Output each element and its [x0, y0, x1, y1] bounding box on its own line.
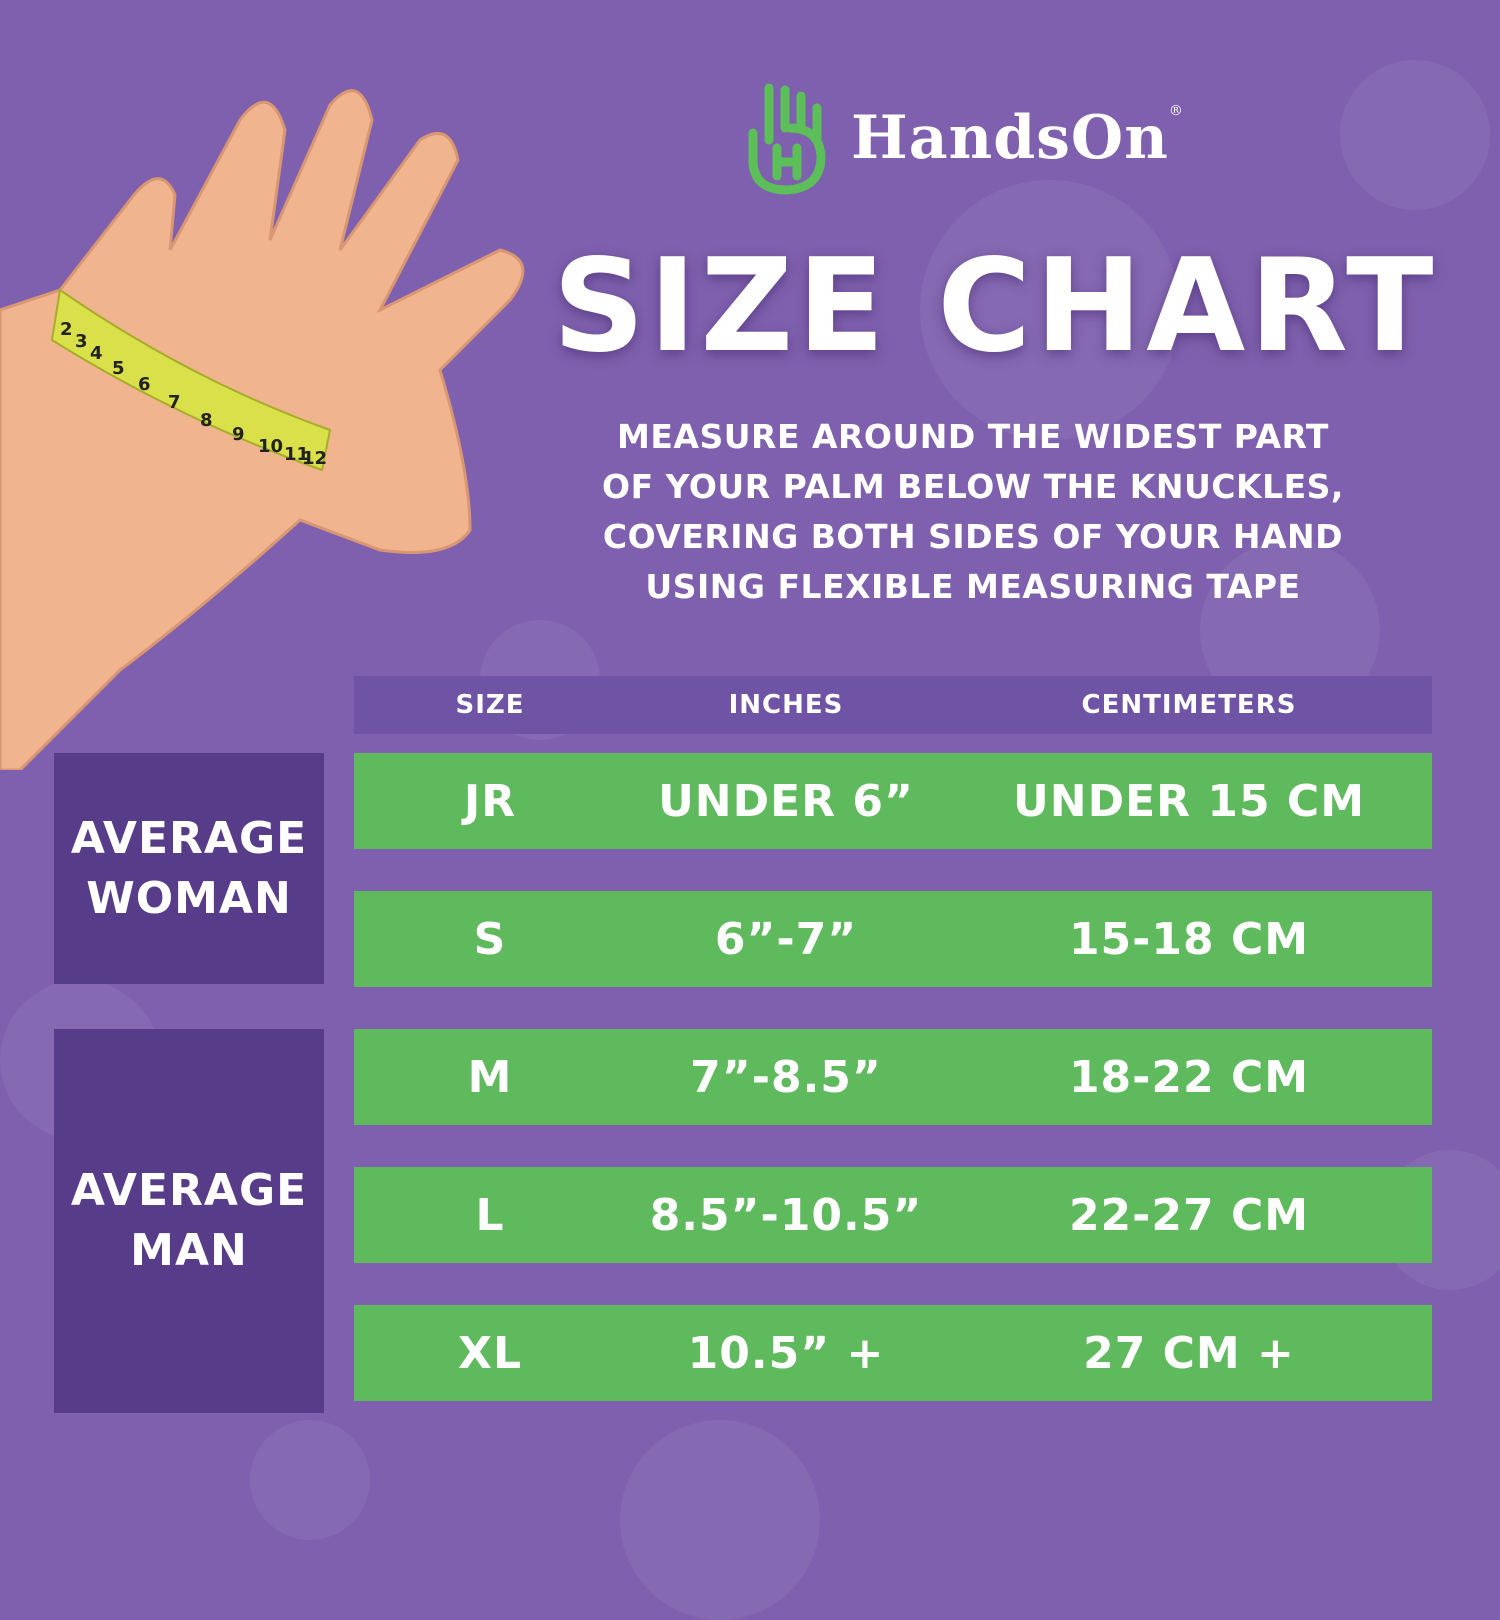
tape-number: 6 [138, 374, 151, 395]
tape-number: 11 [284, 444, 309, 465]
cm-cell: 27 CM + [1083, 1327, 1295, 1379]
tape-number: 8 [200, 410, 213, 431]
instruction-line: COVERING BOTH SIDES OF YOUR HAND [602, 517, 1344, 556]
tape-number: 5 [112, 358, 125, 379]
table-row: L 8.5”-10.5” 22-27 CM [354, 1167, 1432, 1263]
table-row: JR UNDER 6” UNDER 15 CM [354, 753, 1432, 849]
table-row: XL 10.5” + 27 CM + [354, 1305, 1432, 1401]
instruction-line: MEASURE AROUND THE WIDEST PART [617, 417, 1329, 456]
tape-number: 4 [90, 343, 103, 364]
size-cell: M [467, 1051, 513, 1103]
instruction-line: USING FLEXIBLE MEASURING TAPE [645, 567, 1301, 606]
tape-number: 12 [302, 448, 327, 469]
tape-number: 2 [60, 319, 73, 340]
brand-logo: HandsOn® [745, 75, 1184, 200]
cm-cell: 15-18 CM [1068, 913, 1310, 965]
measuring-instructions: MEASURE AROUND THE WIDEST PART OF YOUR P… [560, 412, 1386, 612]
tape-number: 9 [232, 424, 245, 445]
size-cell: XL [458, 1327, 522, 1379]
tape-number: 10 [258, 436, 283, 457]
inches-cell: 6”-7” [714, 913, 858, 965]
table-row: M 7”-8.5” 18-22 CM [354, 1029, 1432, 1125]
tape-number: 3 [75, 331, 88, 352]
table-row: S 6”-7” 15-18 CM [354, 891, 1432, 987]
inches-cell: 8.5”-10.5” [649, 1189, 923, 1241]
inches-cell: 10.5” + [687, 1327, 885, 1379]
cm-cell: UNDER 15 CM [1013, 775, 1365, 827]
inches-cell: 7”-8.5” [690, 1051, 882, 1103]
header-inches: INCHES [728, 690, 844, 720]
hand-with-measuring-tape-image: 2 3 4 5 6 7 8 9 10 11 12 [0, 89, 525, 770]
header-size: SIZE [455, 690, 525, 720]
header-centimeters: CENTIMETERS [1081, 690, 1297, 720]
tape-number: 7 [168, 392, 181, 413]
inches-cell: UNDER 6” [658, 775, 914, 827]
size-cell: JR [463, 775, 517, 827]
page-title: SIZE CHART [552, 232, 1438, 381]
instruction-line: OF YOUR PALM BELOW THE KNUCKLES, [602, 467, 1344, 506]
cm-cell: 18-22 CM [1068, 1051, 1310, 1103]
hand-logo-icon [748, 83, 826, 195]
group-average-woman: AVERAGE WOMAN [54, 753, 324, 984]
size-cell: S [473, 913, 507, 965]
cm-cell: 22-27 CM [1068, 1189, 1310, 1241]
brand-name: HandsOn® [851, 102, 1184, 173]
group-average-man: AVERAGE MAN [54, 1029, 324, 1413]
table-header: SIZE INCHES CENTIMETERS [354, 676, 1432, 734]
size-cell: L [475, 1189, 505, 1241]
